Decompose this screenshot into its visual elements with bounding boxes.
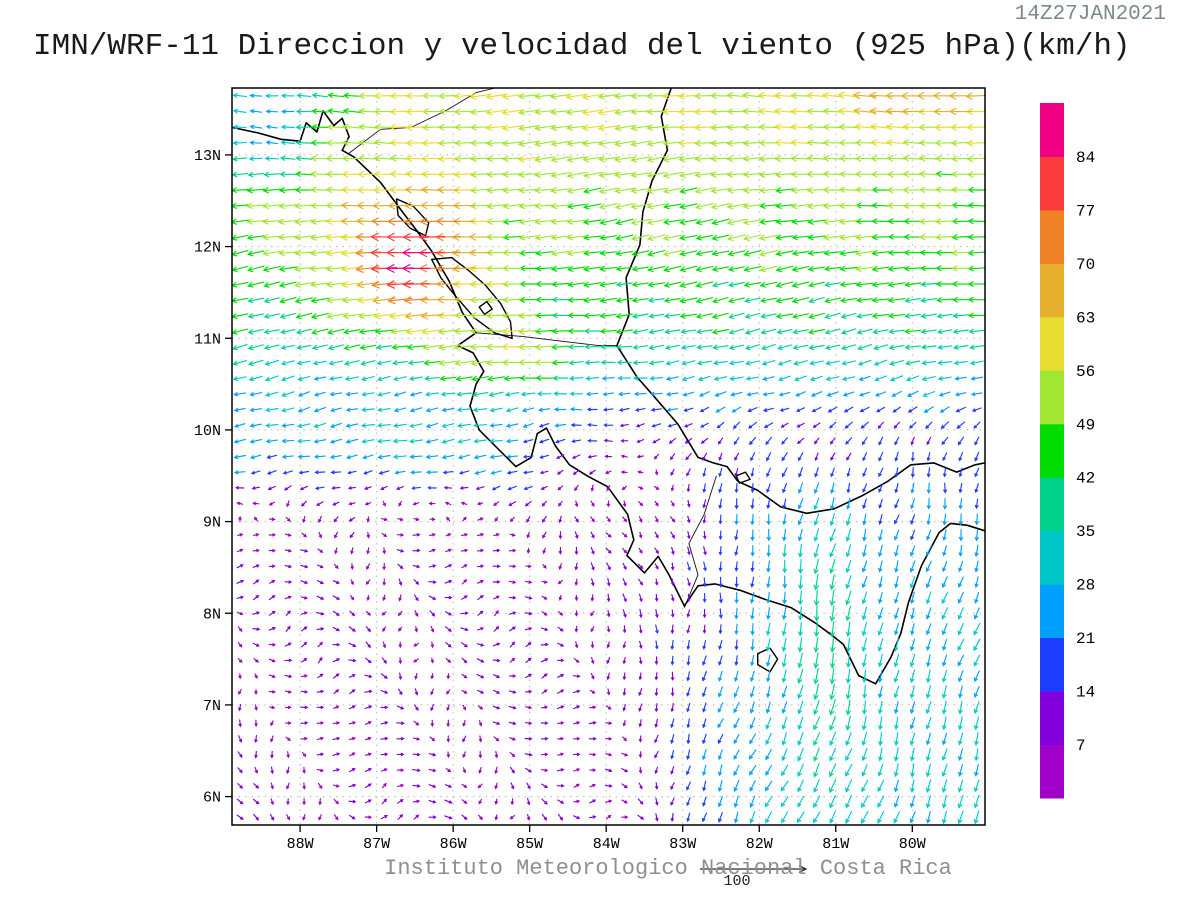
valid-time-stamp: 14Z27JAN2021 [1014, 3, 1166, 26]
colorbar-level-label: 56 [1076, 363, 1095, 381]
lat-tick-label: 12N [194, 240, 221, 257]
outline-coiba-island [757, 647, 779, 673]
colorbar-level-label: 77 [1076, 202, 1095, 220]
border-honduras-nicaragua [348, 87, 496, 154]
border-nicaragua-costa-rica [476, 332, 617, 347]
wind-arrows-class-ge35 [231, 92, 986, 794]
border-costa-rica-panama [683, 475, 717, 608]
colorbar-segment [1040, 477, 1064, 532]
outline-bocas-islets [735, 471, 751, 484]
lon-tick-label: 80W [899, 836, 926, 853]
colorbar-level-label: 21 [1076, 630, 1095, 648]
colorbar-segment [1040, 530, 1064, 585]
colorbar-segment [1040, 209, 1064, 264]
chart-title: IMN/WRF-11 Direccion y velocidad del vie… [33, 29, 1131, 64]
colorbar-level-label: 84 [1076, 149, 1095, 167]
wind-arrows-class-ge70 [354, 217, 461, 305]
lat-tick-label: 9N [203, 515, 221, 532]
coastline-caribbean-central-america [616, 87, 986, 515]
wind-arrows-class-ge28 [232, 93, 984, 825]
colorbar-level-label: 7 [1076, 737, 1086, 755]
lat-tick-label: 8N [203, 606, 221, 623]
lon-tick-label: 82W [746, 836, 773, 853]
colorbar-segment [1040, 156, 1064, 211]
wind-arrows-class-ge42 [231, 92, 986, 382]
colorbar-segment [1040, 744, 1064, 799]
lat-tick-label: 11N [194, 331, 221, 348]
wind-arrows-class-ge21 [233, 93, 984, 824]
lon-tick-label: 83W [669, 836, 696, 853]
reference-vector-arrowhead [798, 864, 808, 874]
colorbar-segment [1040, 370, 1064, 425]
wind-arrows-class-ge84 [385, 248, 431, 273]
coastline-pacific-central-america [231, 110, 986, 685]
lat-tick-label: 13N [194, 148, 221, 165]
lat-tick-label: 10N [194, 423, 221, 440]
wind-arrows-class-lt7 [236, 453, 675, 821]
colorbar-level-label: 70 [1076, 256, 1095, 274]
map-frame [231, 87, 986, 826]
colorbar-level-label: 49 [1076, 416, 1095, 434]
wind-arrows-class-ge7 [235, 421, 932, 823]
colorbar-segment [1040, 103, 1064, 157]
lon-tick-label: 88W [287, 836, 314, 853]
colorbar-level-label: 14 [1076, 684, 1095, 702]
colorbar-level-label: 42 [1076, 470, 1095, 488]
colorbar-segment [1040, 423, 1064, 478]
colorbar-segment [1040, 584, 1064, 639]
outline-ometepe-island [478, 300, 493, 316]
colorbar-segment [1040, 263, 1064, 318]
colorbar-level-label: 63 [1076, 309, 1095, 327]
map-layers [231, 87, 986, 825]
lat-tick-label: 6N [203, 790, 221, 807]
lon-tick-label: 84W [593, 836, 620, 853]
lon-tick-label: 85W [516, 836, 543, 853]
lon-tick-label: 87W [363, 836, 390, 853]
credit-text: Instituto Meteorologico Nacional Costa R… [384, 856, 952, 881]
lon-tick-label: 86W [440, 836, 467, 853]
lat-tick-label: 7N [203, 698, 221, 715]
wind-arrows-class-ge77 [370, 232, 446, 289]
colorbar-segment [1040, 316, 1064, 371]
colorbar-segment [1040, 691, 1064, 746]
wind-arrows-class-ge63 [340, 91, 986, 320]
lon-tick-label: 81W [822, 836, 849, 853]
colorbar-level-label: 28 [1076, 577, 1095, 595]
colorbar-level-label: 35 [1076, 523, 1095, 541]
colorbar-segment [1040, 637, 1064, 692]
reference-vector-label: 100 [723, 873, 751, 890]
wind-arrows-class-ge49 [245, 92, 986, 367]
wind-arrows-class-ge14 [250, 406, 982, 823]
outline-lake-managua [395, 198, 430, 237]
